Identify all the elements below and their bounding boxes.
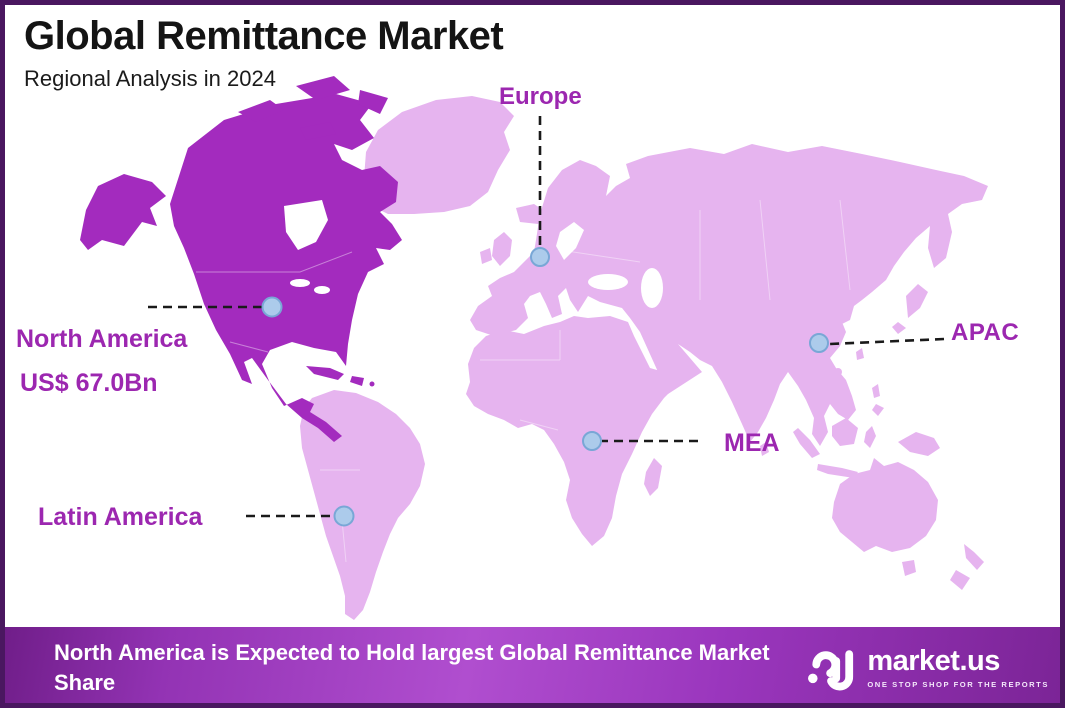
label-latin-america: Latin America — [38, 503, 203, 531]
logo-tagline: ONE STOP SHOP FOR THE REPORTS — [867, 679, 1049, 689]
footer-banner: North America is Expected to Hold larges… — [0, 627, 1065, 708]
label-north-america: North America — [16, 325, 188, 353]
marker-europe — [530, 247, 550, 267]
region-africa-shape — [466, 316, 682, 546]
region-eurasia-shape — [470, 144, 988, 446]
label-apac: APAC — [951, 319, 1020, 346]
label-mea: MEA — [724, 429, 780, 457]
marker-apac — [809, 333, 829, 353]
marker-latin-america — [333, 505, 355, 527]
page-subtitle: Regional Analysis in 2024 — [24, 66, 276, 91]
marker-mea — [582, 431, 602, 451]
region-greenland-shape — [364, 96, 514, 214]
region-south-america-shape — [300, 390, 425, 620]
connector-apac — [829, 337, 945, 346]
header: Global Remittance Market Regional Analys… — [24, 14, 504, 92]
marketus-logo-icon — [808, 649, 854, 690]
logo-text-block: market.us ONE STOP SHOP FOR THE REPORTS — [867, 644, 1049, 689]
region-australia-shape — [832, 458, 938, 552]
marker-north-america — [261, 296, 283, 318]
region-alaska-shape — [80, 174, 166, 250]
logo-name: market.us — [867, 644, 1000, 677]
label-north-america-value: US$ 67.0Bn — [20, 369, 158, 397]
page-title: Global Remittance Market — [24, 14, 504, 58]
marketus-logo: market.us ONE STOP SHOP FOR THE REPORTS — [805, 627, 1049, 708]
label-europe: Europe — [499, 83, 582, 110]
footer-headline: North America is Expected to Hold larges… — [54, 639, 770, 695]
region-north-america-shape — [170, 94, 402, 442]
